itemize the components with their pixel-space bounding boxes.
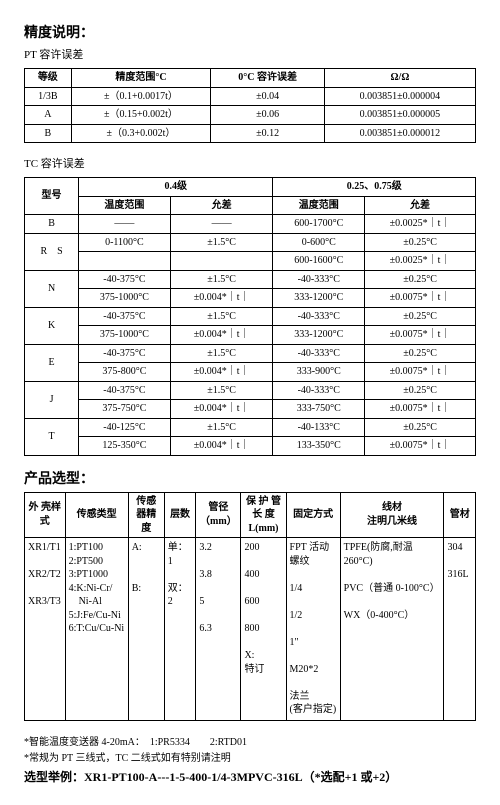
t1-h3: Ω/Ω [324,69,475,88]
subtitle-tc-tolerance: TC 容许误差 [24,155,476,171]
footnote-2: *常规为 PT 三线式，TC 二线式如有特别请注明 [24,749,476,764]
t1-h2: 0°C 容许误差 [211,69,325,88]
footnote-1: *智能温度变送器 4-20mA： 1:PR5334 2:RTD01 [24,733,476,748]
t2-h-025: 0.25、0.75级 [273,178,476,197]
table-tc-tolerance: 型号 0.4级 0.25、0.75级 温度范围 允差 温度范围 允差 B————… [24,177,476,456]
example-line: 选型举例：XR1-PT100-A---1-5-400-1/4-3MPVC-316… [24,768,476,785]
t2-h-model: 型号 [25,178,79,215]
subtitle-pt-tolerance: PT 容许误差 [24,46,476,62]
t1-h1: 精度范围°C [71,69,211,88]
section-title-selection: 产品选型： [24,468,476,488]
table-pt-tolerance: 等级 精度范围°C 0°C 容许误差 Ω/Ω 1/3B±（0.1+0.0017t… [24,68,476,143]
t2-h-04: 0.4级 [79,178,273,197]
t1-h0: 等级 [25,69,72,88]
table-product-selection: 外 壳样式 传感类型 传感器精度 层数 管径（mm） 保 护 管长 度L(mm)… [24,492,476,721]
section-title-precision: 精度说明： [24,22,476,42]
